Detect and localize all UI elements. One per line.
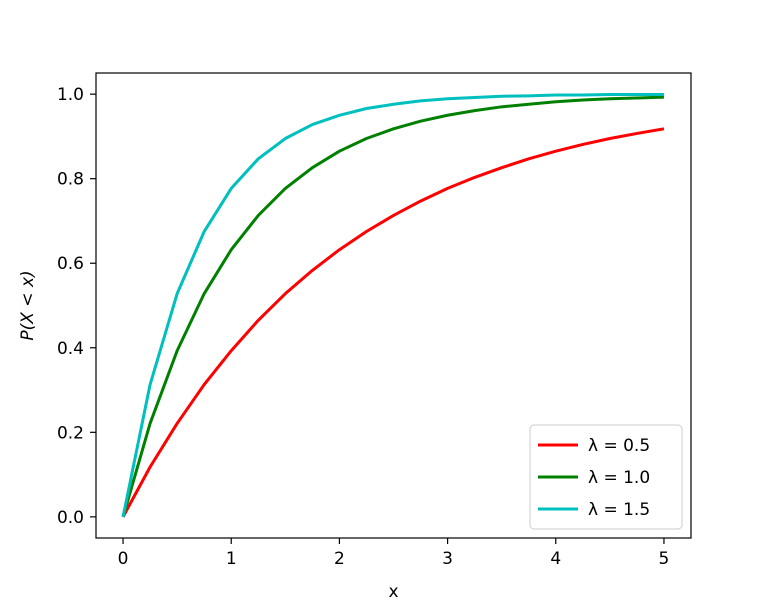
x-tick-label: 1 [226, 549, 237, 569]
x-tick-label: 2 [334, 549, 345, 569]
legend-box [529, 424, 683, 530]
legend-label-1: λ = 0.5 [588, 436, 650, 456]
y-tick-label: 0.2 [57, 423, 84, 443]
x-axis-label: x [388, 582, 398, 602]
y-tick-label: 0.8 [57, 170, 84, 190]
legend-label-2: λ = 1.0 [588, 468, 650, 488]
x-tick-label: 5 [659, 549, 670, 569]
y-tick-label: 0.0 [57, 508, 84, 528]
x-tick-label: 3 [442, 549, 453, 569]
y-tick-label: 0.6 [57, 254, 84, 274]
series-line-1 [121, 127, 665, 518]
x-tick-label: 0 [118, 549, 129, 569]
series-line-3 [121, 93, 664, 518]
axes-frame [95, 72, 692, 539]
x-tick-label: 4 [550, 549, 561, 569]
x-axis-ticks: 0 1 2 3 4 5 [118, 538, 670, 569]
y-axis-label: P(X < x) [18, 270, 38, 340]
y-tick-label: 0.4 [57, 339, 84, 359]
y-axis-ticks: 0.0 0.2 0.4 0.6 0.8 1.0 [57, 85, 96, 528]
legend-label-3: λ = 1.5 [588, 500, 650, 520]
legend: λ = 0.5 λ = 1.0 λ = 1.5 [529, 424, 683, 530]
series-line-2 [121, 95, 664, 518]
plot-area [121, 93, 665, 518]
y-tick-label: 1.0 [57, 85, 84, 105]
